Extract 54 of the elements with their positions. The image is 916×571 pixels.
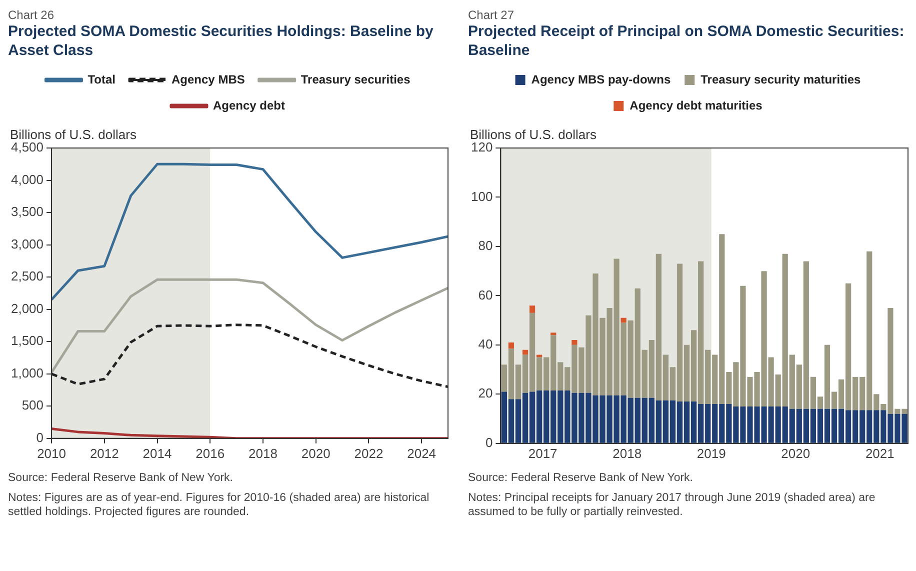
line-series xyxy=(52,324,448,388)
legend-label: Total xyxy=(88,72,116,86)
x-tick-label: 2012 xyxy=(90,446,119,461)
x-tick-label: 2017 xyxy=(528,446,558,461)
y-tick-label: 3,500 xyxy=(10,204,44,220)
source-note: Source: Federal Reserve Bank of New York. xyxy=(8,471,234,485)
x-tick-label: 2014 xyxy=(142,446,172,461)
chart-title: Projected SOMA Domestic Securities Holdings: Baseline by Asset Class xyxy=(8,22,434,60)
x-tick-label: 2010 xyxy=(37,446,66,461)
legend-label: Agency debt maturities xyxy=(630,98,763,112)
y-tick-label: 4,500 xyxy=(10,140,44,155)
y-tick-label: 3,000 xyxy=(10,236,44,252)
y-tick-label: 0 xyxy=(36,430,44,445)
bar xyxy=(572,340,578,345)
x-tick-label: 2018 xyxy=(612,446,642,461)
y-tick-label: 100 xyxy=(470,188,493,204)
source-note: Source: Federal Reserve Bank of New York. xyxy=(468,471,694,485)
x-tick-label: 2018 xyxy=(248,446,278,461)
y-tick-label: 1,500 xyxy=(10,333,44,348)
legend-label: Agency debt xyxy=(212,98,286,112)
legend-label: Treasury security maturities xyxy=(700,72,862,86)
bar xyxy=(529,306,536,313)
legend-label: Agency MBS xyxy=(172,72,245,86)
y-tick-label: 80 xyxy=(478,238,493,254)
x-tick-label: 2021 xyxy=(865,446,894,461)
bar xyxy=(508,342,514,349)
y-tick-label: 120 xyxy=(470,140,493,155)
text: Notes: Principal receipts for January 2017 through June 2019 (shaded area) are assumed to be fully or partially reinvested. xyxy=(468,491,876,519)
x-tick-label: 2020 xyxy=(781,446,810,461)
bar xyxy=(522,350,528,355)
y-tick-label: 20 xyxy=(478,386,493,401)
chart-title: Projected Receipt of Principal on SOMA Domestic Securities: Baseline xyxy=(468,22,906,60)
bar xyxy=(620,318,626,323)
y-tick-label: 1,000 xyxy=(10,365,44,380)
y-tick-label: 4,000 xyxy=(10,172,44,187)
bar xyxy=(550,332,556,336)
x-tick-label: 2022 xyxy=(354,446,384,461)
x-tick-label: 2019 xyxy=(696,446,726,461)
chart-subtitle: Chart 27 xyxy=(468,8,516,22)
x-tick-label: 2024 xyxy=(407,446,436,461)
y-axis-title: Billions of U.S. dollars xyxy=(10,127,137,142)
y-tick-label: 2,000 xyxy=(10,300,44,316)
y-tick-label: 40 xyxy=(478,336,493,352)
legend-label: Agency MBS pay-downs xyxy=(531,72,671,86)
y-tick-label: 0 xyxy=(485,434,493,450)
x-tick-label: 2016 xyxy=(196,446,225,461)
legend-label: Treasury securities xyxy=(300,72,411,86)
y-tick-label: 60 xyxy=(478,287,493,302)
chart-subtitle: Chart 26 xyxy=(8,8,56,22)
x-tick-label: 2020 xyxy=(301,446,330,461)
y-tick-label: 2,500 xyxy=(10,268,44,284)
text: Notes: Figures are as of year-end. Figures for 2010-16 (shaded area) are historical settled holdings. Projected figures are rounded. xyxy=(8,491,430,519)
y-axis-title: Billions of U.S. dollars xyxy=(470,127,597,142)
y-tick-label: 500 xyxy=(22,398,44,413)
